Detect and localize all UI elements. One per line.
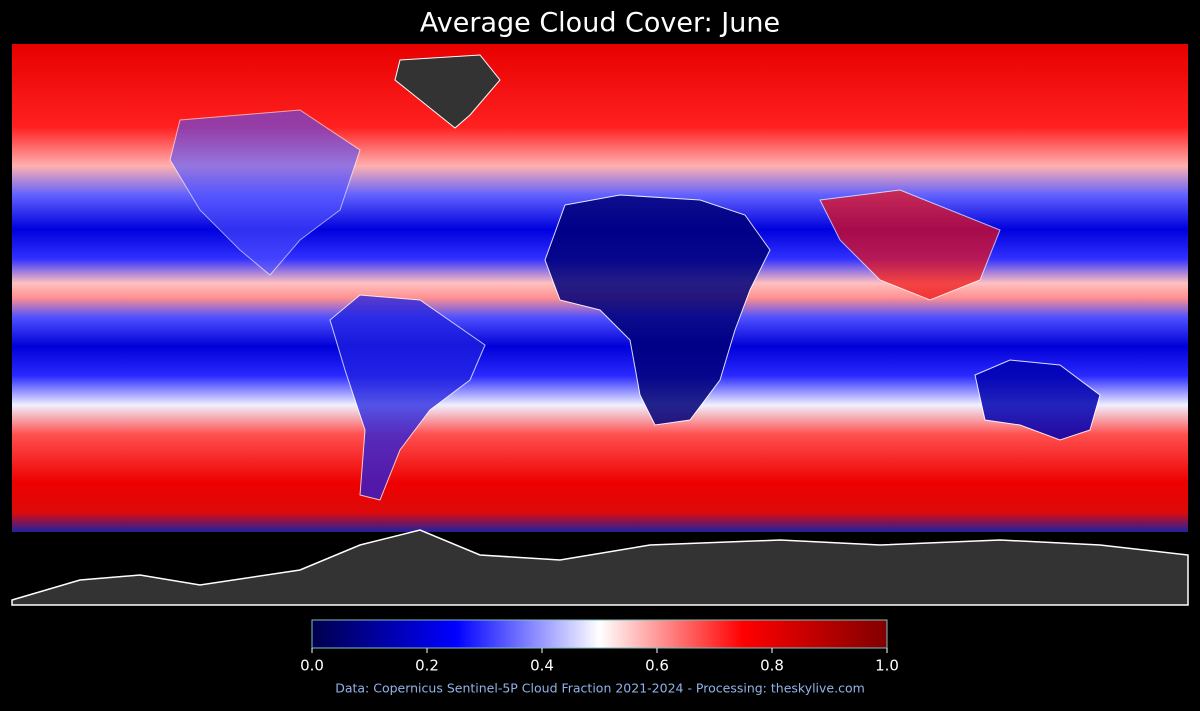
map-title: Average Cloud Cover: June <box>420 8 780 39</box>
colorbar-gradient <box>311 619 888 649</box>
map-area <box>11 44 1189 606</box>
south-america <box>329 294 486 501</box>
australia <box>974 359 1101 441</box>
africa <box>544 194 771 426</box>
asia <box>819 189 1001 301</box>
greenland <box>394 54 501 129</box>
antarctica <box>11 529 1189 606</box>
north-america <box>169 109 361 276</box>
colorbar-tick-label: 0.0 <box>300 657 324 675</box>
colorbar-tick-label: 0.6 <box>645 657 669 675</box>
colorbar-tick-label: 0.2 <box>415 657 439 675</box>
colorbar-tick-label: 0.4 <box>530 657 554 675</box>
colorbar-tick-label: 0.8 <box>760 657 784 675</box>
colorbar: 0.0 0.2 0.4 0.6 0.8 1.0 <box>300 619 899 675</box>
credit: Data: Copernicus Sentinel-5P Cloud Fract… <box>335 681 865 696</box>
colorbar-tick-label: 1.0 <box>875 657 899 675</box>
